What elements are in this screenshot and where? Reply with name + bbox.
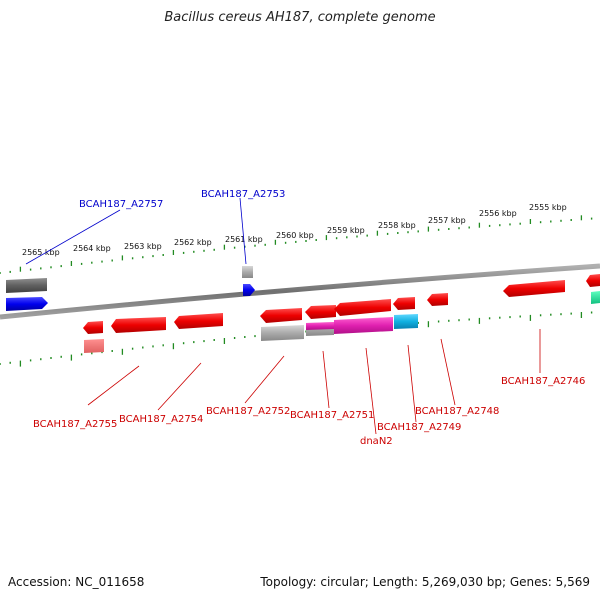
label-a2754[interactable]: BCAH187_A2754 (119, 414, 203, 425)
gene-a2749-cyan[interactable] (394, 314, 418, 329)
label-a2749[interactable]: BCAH187_A2749 (377, 422, 461, 433)
kbp-label: 2556 kbp (479, 209, 517, 218)
leader-a2751 (322, 350, 330, 409)
leader-dnan2 (365, 347, 377, 435)
gene-a2755-pink[interactable] (84, 339, 104, 353)
reverse-strand-genes (83, 280, 565, 353)
leader-a2754 (157, 362, 202, 411)
kbp-label: 2563 kbp (124, 242, 162, 251)
kbp-label: 2560 kbp (276, 231, 314, 240)
reverse-leader-lines (87, 329, 541, 435)
leader-a2757 (25, 209, 121, 265)
label-a2746[interactable]: BCAH187_A2746 (501, 376, 585, 387)
leader-a2749 (407, 344, 417, 423)
label-a2753[interactable]: BCAH187_A2753 (201, 189, 285, 200)
gene-a2749[interactable] (393, 297, 415, 310)
gene-labels: BCAH187_A2757 BCAH187_A2753 BCAH187_A275… (33, 189, 585, 447)
kbp-label: 2558 kbp (378, 221, 416, 230)
kbp-label: 2564 kbp (73, 244, 111, 253)
leader-a2755 (87, 365, 140, 406)
gene-dnan2-magenta[interactable] (334, 317, 393, 334)
kbp-label: 2559 kbp (327, 226, 365, 235)
gene-a2755[interactable] (83, 321, 103, 334)
gene-a2748[interactable] (427, 293, 448, 306)
gene-dnan2[interactable] (334, 299, 391, 316)
gene-a2746[interactable] (503, 280, 565, 297)
gene-a2751[interactable] (305, 305, 336, 319)
label-a2755[interactable]: BCAH187_A2755 (33, 419, 117, 430)
label-a2757[interactable]: BCAH187_A2757 (79, 199, 163, 210)
gene-a2757-gray[interactable] (6, 278, 47, 293)
kbp-label: 2565 kbp (22, 248, 60, 257)
forward-strand-genes (6, 266, 600, 311)
label-dnan2[interactable]: dnaN2 (360, 436, 393, 447)
label-a2752[interactable]: BCAH187_A2752 (206, 406, 290, 417)
accession-text: Accession: NC_011658 (8, 575, 145, 589)
gene-a2757[interactable] (6, 297, 48, 311)
genome-backbone (0, 263, 600, 320)
label-a2748[interactable]: BCAH187_A2748 (415, 406, 499, 417)
gene-a2751-magenta[interactable] (306, 322, 334, 330)
kbp-label: 2562 kbp (174, 238, 212, 247)
outer-tick-ruler (0, 215, 593, 274)
topology-text: Topology: circular; Length: 5,269,030 bp… (260, 575, 590, 589)
genome-title: Bacillus cereus AH187, complete genome (164, 10, 436, 25)
leader-a2753 (239, 197, 247, 265)
gene-a2753-gray[interactable] (242, 266, 253, 278)
gene-a2752-gray[interactable] (261, 325, 304, 341)
gene-forward-green[interactable] (591, 291, 600, 304)
leader-a2752 (244, 355, 285, 404)
forward-leader-lines (25, 197, 247, 265)
gene-a2753[interactable] (243, 284, 255, 296)
leader-a2748 (440, 338, 456, 406)
gene-forward-right[interactable] (586, 274, 600, 287)
gene-a2754[interactable] (111, 317, 166, 333)
gene-a2752[interactable] (260, 308, 302, 323)
gene-a2754b[interactable] (174, 313, 223, 329)
kbp-labels: 2565 kbp 2564 kbp 2563 kbp 2562 kbp 2561… (22, 203, 567, 257)
kbp-label: 2555 kbp (529, 203, 567, 212)
label-a2751[interactable]: BCAH187_A2751 (290, 410, 374, 421)
kbp-label: 2557 kbp (428, 216, 466, 225)
